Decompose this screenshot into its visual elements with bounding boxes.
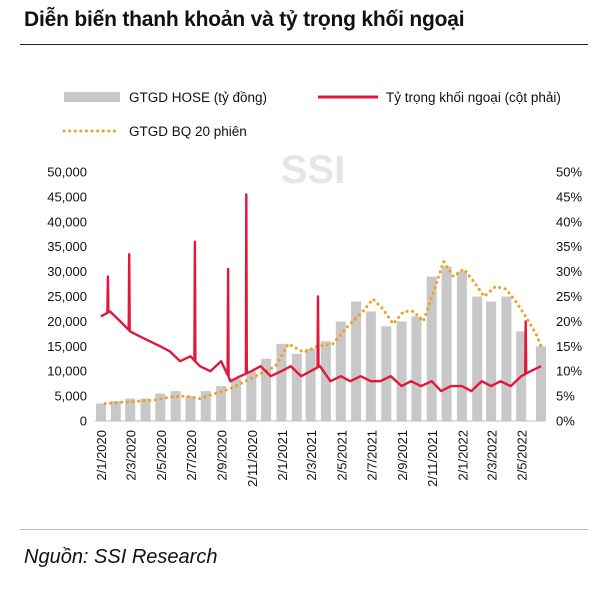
y-right-tick-label: 15% (556, 339, 582, 354)
volume-bar (200, 391, 211, 421)
watermark: SSI (281, 148, 345, 192)
volume-bar (381, 326, 392, 421)
source-divider (20, 529, 588, 530)
volume-bar (231, 378, 241, 421)
volume-bar (456, 271, 467, 421)
y-left-tick-label: 45,000 (47, 189, 87, 204)
y-left-tick-label: 30,000 (47, 264, 87, 279)
y-left-tick-label: 20,000 (47, 314, 87, 329)
y-right-tick-label: 45% (556, 189, 582, 204)
x-tick-label: 2/5/2022 (515, 430, 530, 481)
x-tick-label: 2/5/2021 (334, 430, 349, 481)
chart-canvas: SSI 0 5,000 10,000 15,000 20,000 25,000 30,000… (47, 90, 582, 487)
y-right-tick-label: 25% (556, 289, 582, 304)
legend-label-bars: GTGD HOSE (tỷ đồng) (129, 90, 267, 105)
y-right-tick-label: 35% (556, 239, 582, 254)
volume-bar (261, 358, 272, 422)
axes: 0 5,000 10,000 15,000 20,000 25,000 30,000 35,0… (47, 165, 582, 487)
title-divider (20, 44, 588, 45)
volume-bar (335, 321, 346, 421)
volume-bar (441, 266, 452, 421)
volume-bar (155, 393, 166, 421)
y-right-tick-label: 40% (556, 214, 582, 229)
chart-title: Diễn biến thanh khoản và tỷ trọng khối n… (24, 8, 465, 31)
volume-bar (486, 301, 497, 421)
volume-bar (472, 296, 483, 421)
legend-label-line: Tỷ trọng khối ngoại (cột phải) (386, 90, 561, 105)
y-right-tick-label: 10% (556, 364, 582, 379)
moving-average-series (103, 258, 543, 406)
x-tick-label: 2/7/2021 (364, 430, 379, 481)
volume-bar (110, 401, 121, 421)
x-tick-label: 2/3/2022 (485, 430, 500, 481)
x-tick-label: 2/11/2021 (425, 430, 440, 487)
volume-bar (501, 296, 512, 421)
volume-bar (291, 353, 302, 421)
legend-swatch-bars (64, 92, 120, 102)
moving-average-line (103, 258, 543, 406)
volume-bar (276, 343, 287, 421)
volume-bar (411, 316, 422, 421)
x-tick-label: 2/9/2020 (215, 430, 230, 481)
volume-bar (305, 348, 316, 421)
y-right-tick-label: 5% (556, 389, 575, 404)
volume-bar (246, 371, 257, 421)
y-right-tick-label: 20% (556, 314, 582, 329)
volume-bar (365, 311, 376, 421)
y-left-tick-label: 50,000 (47, 165, 87, 180)
y-right-tick-label: 30% (556, 264, 582, 279)
x-tick-label: 2/1/2021 (275, 430, 290, 481)
legend-label-dots: GTGD BQ 20 phiên (129, 124, 247, 139)
volume-bar (125, 398, 136, 421)
volume-bar (185, 396, 196, 421)
x-tick-label: 2/3/2021 (304, 430, 319, 481)
y-left-tick-label: 5,000 (54, 389, 87, 404)
foreign-share-line (100, 193, 542, 393)
y-right-tick-label: 50% (556, 165, 582, 180)
x-tick-label: 2/1/2020 (94, 430, 109, 481)
y-left-tick-label: 40,000 (47, 214, 87, 229)
y-left-tick-label: 15,000 (47, 339, 87, 354)
foreign-share-series (100, 193, 542, 393)
x-tick-label: 2/11/2020 (245, 430, 260, 487)
volume-bar (96, 403, 106, 421)
x-tick-label: 2/1/2022 (455, 430, 470, 481)
volume-bar (170, 391, 181, 421)
volume-bar (536, 346, 546, 421)
x-tick-label: 2/5/2020 (154, 430, 169, 481)
source-note: Nguồn: SSI Research (24, 546, 218, 568)
y-left-tick-label: 0 (80, 414, 87, 429)
volume-bar (140, 398, 151, 421)
volume-bar (351, 301, 362, 421)
x-tick-label: 2/7/2020 (184, 430, 199, 481)
volume-bar (396, 321, 407, 421)
bar-series (96, 266, 546, 422)
x-tick-label: 2/9/2021 (395, 430, 410, 481)
volume-bar (426, 276, 437, 421)
y-left-tick-label: 10,000 (47, 364, 87, 379)
volume-bar (320, 341, 331, 421)
volume-bar (216, 386, 227, 421)
chart-legend: GTGD HOSE (tỷ đồng) Tỷ trọng khối ngoại (… (62, 90, 561, 139)
y-left-tick-label: 35,000 (47, 239, 87, 254)
y-right-tick-label: 0% (556, 414, 575, 429)
y-left-tick-label: 25,000 (47, 289, 87, 304)
x-tick-label: 2/3/2020 (124, 430, 139, 481)
